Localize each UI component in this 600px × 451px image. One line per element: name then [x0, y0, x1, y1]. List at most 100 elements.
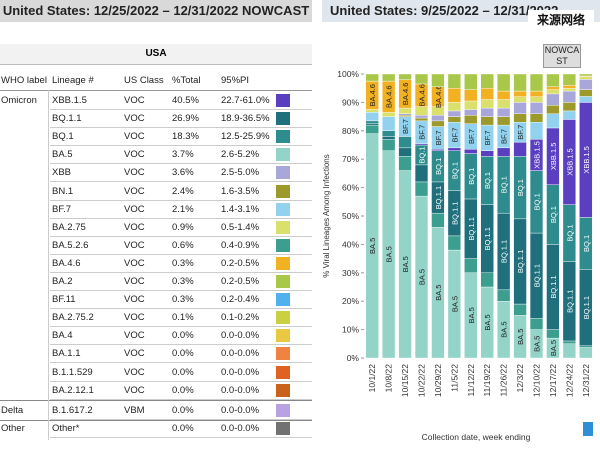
row-rule [50, 181, 312, 183]
table-cell: 0.1-0.2% [221, 312, 260, 324]
color-swatch [276, 94, 290, 107]
bar-segment [464, 109, 478, 116]
bar-segment [365, 112, 379, 122]
bar-segment [447, 235, 461, 251]
bar-segment [480, 73, 494, 89]
y-tick-label: 40% [342, 239, 359, 249]
table-cell: VBM [124, 404, 145, 416]
bar-segment [431, 149, 445, 151]
bar-segment [398, 113, 412, 116]
bar-segment [365, 73, 379, 82]
segment-label: BQ.1 [582, 235, 591, 252]
color-swatch [276, 365, 290, 379]
table-cell: 0.0-0.0% [221, 422, 260, 434]
segment-label: BA.4.6 [401, 83, 410, 106]
table-cell: 0.9% [172, 221, 194, 233]
bar-segment [579, 76, 593, 80]
segment-label: BF.7 [467, 129, 476, 144]
table-title: USA [0, 44, 312, 65]
bar-segment [447, 73, 461, 89]
table-cell: Omicron [1, 95, 37, 106]
row-rule [50, 326, 312, 328]
table-cell: VOC [124, 257, 145, 269]
table-cell: 0.0-0.0% [221, 404, 260, 416]
segment-label: BQ.1 [533, 193, 542, 210]
bar-segment [513, 141, 527, 157]
x-tick-label: 10/8/22 [384, 364, 394, 393]
segment-label: BQ.1 [450, 162, 459, 179]
color-swatch [276, 112, 290, 126]
segment-label: BA.5 [368, 238, 377, 254]
bar-segment [480, 272, 494, 288]
bar-segment [382, 116, 396, 131]
table-cell: BA.5 [52, 149, 73, 161]
color-swatch [276, 347, 290, 361]
table-cell: 0.4-0.9% [221, 239, 260, 251]
table-cell: 0.1% [172, 312, 194, 324]
row-rule [50, 344, 312, 346]
bar-segment [414, 73, 429, 85]
segment-label: BQ.1.1 [450, 201, 459, 224]
column-header: 95%PI [221, 75, 249, 86]
bar-segment [579, 96, 593, 103]
row-rule [50, 109, 312, 110]
bar-segment [382, 73, 396, 82]
column-header: WHO label [1, 75, 47, 86]
color-swatch [276, 256, 290, 270]
table-cell: 0.0-0.0% [221, 384, 260, 396]
bar-segment [579, 89, 593, 97]
bar-segment [398, 147, 412, 157]
bar-segment [513, 113, 527, 123]
table-cell: BA.4 [52, 330, 73, 342]
bar-segment [513, 102, 527, 114]
bar-segment [480, 87, 494, 100]
scroll-icon [583, 422, 593, 436]
bar-segment [431, 120, 445, 127]
table-cell: VOC [124, 149, 145, 161]
row-rule [50, 398, 312, 400]
bar-segment [464, 258, 478, 274]
segment-label: BA.5 [401, 256, 410, 272]
color-swatch [276, 383, 290, 397]
table-cell: BA.2.75 [52, 221, 86, 233]
y-tick-label: 60% [342, 183, 359, 193]
segment-label: BQ.1 [434, 158, 443, 175]
bar-segment [546, 105, 560, 114]
table-cell: B.1.617.2 [52, 404, 93, 416]
bar-segment [529, 318, 544, 330]
x-tick-label: 12/17/22 [548, 364, 558, 397]
segment-label: BQ.1 [549, 206, 558, 223]
x-tick-label: 12/10/22 [532, 364, 542, 397]
bar-segment [529, 73, 544, 92]
bar-segment [414, 143, 429, 146]
bar-segment [497, 116, 511, 126]
color-swatch [276, 311, 290, 325]
y-tick-label: 100% [337, 69, 359, 79]
table-cell: VOC [124, 185, 145, 197]
bar-segment [562, 340, 576, 344]
table-cell: 0.3% [172, 257, 194, 269]
table-cell: 0.0% [172, 330, 194, 342]
segment-label: BA.5 [434, 285, 443, 301]
bar-segment [497, 99, 511, 109]
row-rule [50, 217, 312, 219]
bar-segment [398, 114, 412, 117]
table-cell: 2.6-5.2% [221, 149, 260, 161]
table: WHO label Lineage # US Class %Total 95%PI Omi… [0, 75, 312, 440]
bar-segment [513, 90, 527, 97]
table-cell: XBB [52, 167, 72, 179]
bar-segment [579, 73, 593, 77]
x-tick-label: 12/31/22 [581, 364, 591, 397]
color-swatch [276, 184, 290, 198]
table-cell: VOC [124, 113, 145, 125]
table-cell: 3.6% [172, 167, 194, 179]
table-cell: B.1.1.529 [52, 366, 93, 378]
bar-segment [365, 120, 379, 124]
table-cell: BA.2.12.1 [52, 384, 94, 396]
row-rule [50, 290, 312, 291]
row-rule [50, 163, 312, 165]
segment-label: BQ.1 [467, 168, 476, 185]
table-cell: VOC [124, 366, 145, 378]
bar-segment [562, 90, 576, 103]
